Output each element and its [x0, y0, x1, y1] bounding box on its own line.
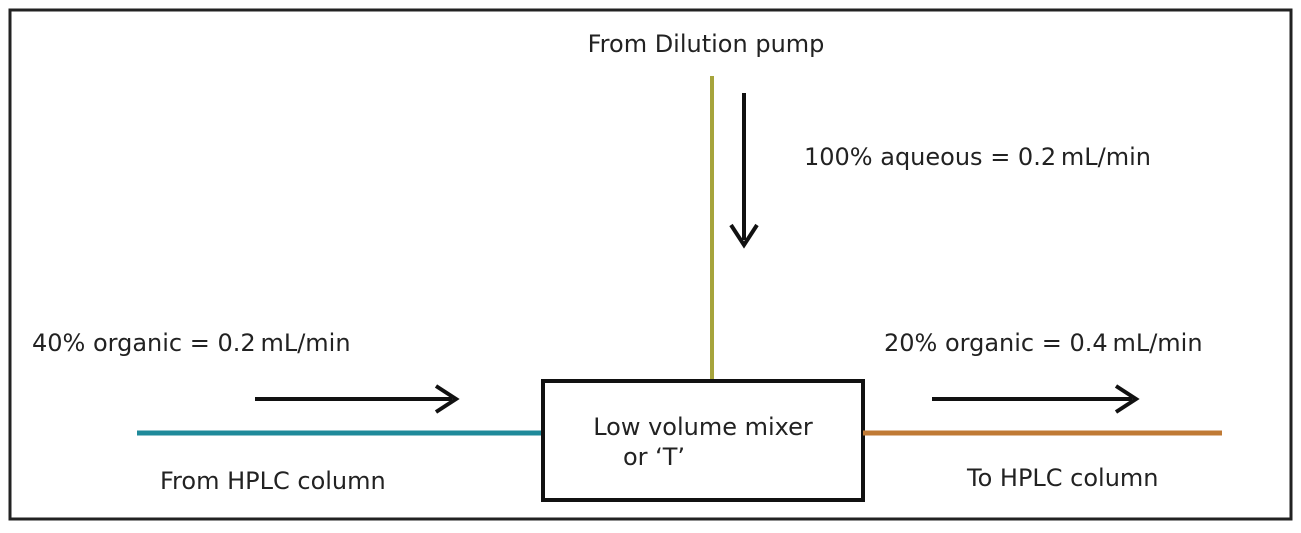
top-flow: 100% aqueous = 0.2 mL/min [804, 143, 1151, 171]
left-label: From HPLC column [160, 467, 386, 495]
right-label: To HPLC column [966, 464, 1159, 492]
left-flow: 40% organic = 0.2 mL/min [32, 329, 351, 357]
right-arrow-head [1114, 384, 1140, 414]
mixer-line2: or ‘T’ [623, 443, 685, 471]
mixer-line1: Low volume mixer [593, 413, 813, 441]
mixer-box [541, 379, 865, 502]
down-arrow-head [729, 223, 759, 249]
right-flow: 20% organic = 0.4 mL/min [884, 329, 1203, 357]
left-arrow-head [434, 384, 460, 414]
top-label: From Dilution pump [588, 30, 825, 58]
